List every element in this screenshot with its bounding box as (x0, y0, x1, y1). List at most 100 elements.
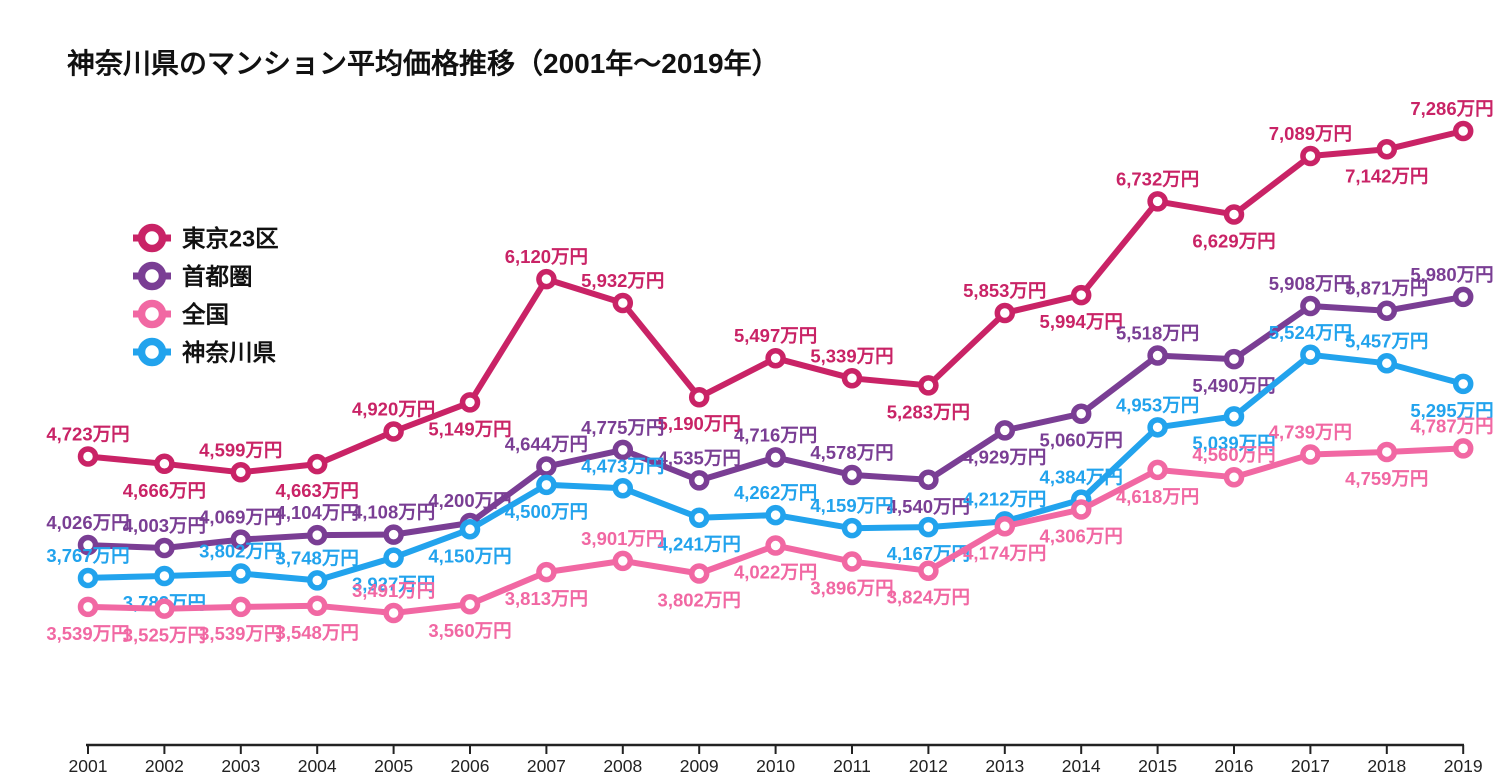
data-point-marker (459, 519, 481, 540)
data-point-marker (688, 563, 710, 584)
data-point-marker (154, 598, 175, 619)
legend-label: 首都圏 (182, 263, 253, 290)
data-point-marker (536, 456, 557, 477)
data-point-marker (841, 551, 863, 572)
data-point-marker (230, 563, 252, 584)
data-point-value-label: 4,104万円 (276, 502, 359, 523)
data-point-value-label: 6,732万円 (1116, 168, 1199, 189)
x-axis-year-label: 2009 (680, 756, 719, 776)
data-point-marker (612, 550, 634, 572)
data-point-marker (1300, 145, 1321, 167)
legend-label: 神奈川県 (182, 340, 276, 366)
data-point-value-label: 3,491万円 (352, 580, 435, 601)
data-point-marker (1300, 344, 1321, 366)
x-axis-year-label: 2017 (1291, 756, 1330, 776)
data-point-marker (1452, 286, 1474, 308)
data-point-value-label: 4,723万円 (46, 424, 129, 445)
data-point-value-label: 4,174万円 (963, 542, 1046, 563)
data-point-value-label: 4,003万円 (123, 515, 206, 536)
data-point-value-label: 3,901万円 (581, 528, 664, 549)
data-point-marker (77, 596, 99, 618)
data-point-marker (77, 446, 99, 467)
data-point-marker (994, 420, 1016, 441)
data-point-marker (994, 516, 1016, 537)
data-point-value-label: 4,069万円 (199, 507, 282, 528)
data-point-value-label: 4,022万円 (734, 562, 817, 583)
data-point-marker (841, 368, 863, 389)
data-point-value-label: 5,060万円 (1040, 430, 1123, 451)
data-point-value-label: 3,539万円 (46, 623, 129, 644)
data-point-value-label: 3,802万円 (658, 590, 741, 611)
data-point-marker (1300, 295, 1321, 317)
data-point-value-label: 7,286万円 (1410, 98, 1493, 119)
legend-ring-icon (137, 223, 167, 253)
data-point-value-label: 4,953万円 (1116, 394, 1199, 415)
data-point-marker (1070, 403, 1092, 424)
data-point-marker (459, 392, 481, 413)
data-point-value-label: 3,896万円 (810, 578, 893, 599)
data-point-value-label: 3,767万円 (46, 545, 129, 566)
legend-item: 首都圏 (133, 261, 253, 291)
data-point-value-label: 3,525万円 (123, 625, 206, 646)
data-point-value-label: 4,618万円 (1116, 486, 1199, 507)
data-point-value-label: 4,306万円 (1040, 525, 1123, 546)
x-axis-year-label: 2019 (1444, 756, 1483, 776)
data-point-value-label: 4,929万円 (963, 446, 1046, 467)
data-point-marker (230, 529, 252, 550)
data-point-marker (1070, 284, 1092, 306)
data-point-value-label: 5,039万円 (1192, 432, 1275, 453)
data-point-marker (1376, 300, 1398, 321)
data-point-value-label: 4,384万円 (1040, 467, 1123, 488)
data-point-value-label: 4,026万円 (46, 512, 129, 533)
data-point-value-label: 3,748万円 (276, 547, 359, 568)
data-point-value-label: 6,120万円 (505, 246, 588, 267)
data-point-marker (383, 524, 404, 545)
data-point-marker (1147, 191, 1168, 212)
x-axis-year-label: 2013 (985, 756, 1024, 776)
data-point-value-label: 4,739万円 (1269, 421, 1352, 442)
x-axis-year-label: 2016 (1215, 756, 1254, 776)
data-point-marker (765, 447, 786, 468)
data-point-marker (306, 453, 328, 475)
x-axis-year-label: 2006 (451, 756, 490, 776)
data-point-marker (1223, 348, 1245, 370)
data-point-marker (1147, 459, 1168, 481)
legend-item: 全国 (133, 299, 229, 329)
data-point-value-label: 4,500万円 (505, 501, 588, 522)
data-point-value-label: 5,497万円 (734, 325, 817, 346)
legend-ring-icon (137, 337, 167, 367)
data-point-value-label: 5,524万円 (1269, 322, 1352, 343)
x-axis-year-label: 2014 (1062, 756, 1101, 776)
data-point-marker (688, 507, 710, 528)
data-point-value-label: 4,759万円 (1345, 468, 1428, 489)
data-point-value-label: 6,629万円 (1192, 230, 1275, 251)
data-point-value-label: 4,535万円 (658, 447, 741, 468)
data-point-value-label: 4,262万円 (734, 482, 817, 503)
data-point-value-label: 4,666万円 (123, 480, 206, 501)
data-point-value-label: 4,159万円 (810, 495, 893, 516)
data-point-value-label: 4,663万円 (276, 480, 359, 501)
data-point-marker (1147, 417, 1168, 438)
series-line (85, 445, 1467, 616)
data-point-marker (612, 478, 634, 499)
data-point-value-label: 4,599万円 (199, 439, 282, 460)
x-axis-year-label: 2004 (298, 756, 337, 776)
data-point-marker (1147, 345, 1168, 366)
data-point-marker (1452, 373, 1474, 395)
data-point-marker (612, 439, 634, 461)
data-point-value-label: 3,824万円 (887, 587, 970, 608)
data-point-value-label: 4,716万円 (734, 424, 817, 445)
data-point-value-label: 5,853万円 (963, 280, 1046, 301)
x-axis-year-label: 2007 (527, 756, 566, 776)
data-point-value-label: 4,775万円 (581, 417, 664, 438)
data-point-value-label: 3,813万円 (505, 588, 588, 609)
data-point-value-label: 5,339万円 (810, 345, 893, 366)
x-axis-year-label: 2012 (909, 756, 948, 776)
data-point-marker (459, 593, 481, 615)
data-point-value-label: 5,871万円 (1345, 278, 1428, 299)
legend-item: 東京23区 (133, 223, 279, 253)
x-axis-year-label: 2011 (833, 756, 871, 776)
legend-ring-icon (137, 299, 167, 329)
data-point-marker (765, 535, 786, 556)
